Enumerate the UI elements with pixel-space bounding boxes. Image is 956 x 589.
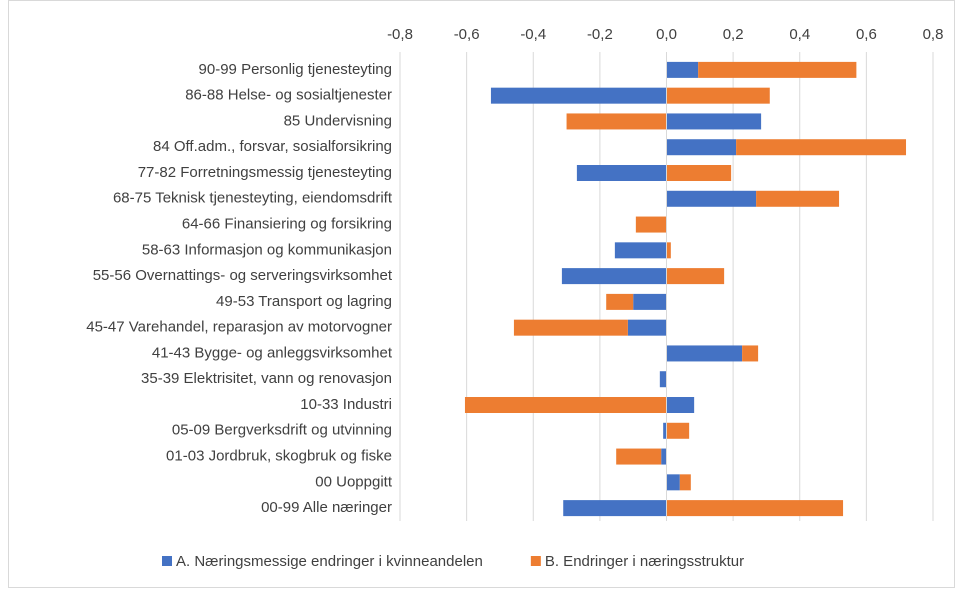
bar <box>606 293 634 310</box>
legend-swatch <box>530 556 541 566</box>
bar <box>666 242 671 259</box>
bar <box>635 216 667 233</box>
bar <box>666 61 699 78</box>
x-tick-label: 0,2 <box>723 26 744 43</box>
legend-swatch <box>162 556 172 566</box>
legend-label: A. Næringsmessige endringer i kvinneande… <box>176 553 483 570</box>
y-tick-label: 00-99 Alle næringer <box>261 499 392 516</box>
bar <box>666 500 844 517</box>
bar <box>736 139 907 156</box>
y-tick-label: 35-39 Elektrisitet, vann og renovasjon <box>141 370 392 387</box>
bar <box>666 113 762 130</box>
bar <box>561 268 667 285</box>
bar <box>666 474 680 491</box>
bar <box>666 165 732 181</box>
bar <box>663 422 667 439</box>
y-tick-label: 90-99 Personlig tjenesteyting <box>199 61 392 78</box>
y-tick-label: 01-03 Jordbruk, skogbruk og fiske <box>166 448 392 465</box>
bar <box>490 87 667 104</box>
bar <box>666 268 725 285</box>
y-tick-label: 86-88 Helse- og sosialtjenester <box>185 87 392 104</box>
bar <box>576 165 667 181</box>
y-tick-label: 41-43 Bygge- og anleggsvirksomhet <box>152 344 393 361</box>
x-tick-label: 0,4 <box>789 26 810 43</box>
y-tick-label: 68-75 Teknisk tjenesteyting, eiendomsdri… <box>113 190 393 207</box>
y-tick-label: 00 Uoppgitt <box>315 473 393 490</box>
bar <box>661 448 667 465</box>
bar <box>563 500 667 517</box>
bar <box>633 293 667 310</box>
x-tick-label: 0,0 <box>656 26 677 43</box>
y-tick-label: 55-56 Overnattings- og serveringsvirksom… <box>93 267 393 284</box>
bar <box>666 87 770 104</box>
y-tick-label: 85 Undervisning <box>284 112 392 129</box>
y-tick-label: 45-47 Varehandel, reparasjon av motorvog… <box>86 319 392 336</box>
bar <box>464 397 667 413</box>
bar <box>742 345 759 362</box>
x-tick-label: 0,6 <box>856 26 877 43</box>
bar <box>698 61 857 78</box>
y-tick-label: 10-33 Industri <box>300 396 392 413</box>
bar <box>627 319 667 336</box>
bar <box>659 371 667 388</box>
y-tick-label: 58-63 Informasjon og kommunikasjon <box>142 241 392 258</box>
y-tick-label: 49-53 Transport og lagring <box>216 293 392 310</box>
x-tick-label: 0,8 <box>923 26 944 43</box>
y-tick-label: 64-66 Finansiering og forsikring <box>182 216 392 233</box>
bar <box>666 190 757 207</box>
y-tick-label: 84 Off.adm., forsvar, sosialforsikring <box>153 138 392 155</box>
bar <box>616 448 662 465</box>
legend-label: B. Endringer i næringsstruktur <box>545 553 744 570</box>
y-tick-label: 05-09 Bergverksdrift og utvinning <box>172 422 392 439</box>
x-tick-label: -0,6 <box>454 26 480 43</box>
x-tick-label: -0,2 <box>587 26 613 43</box>
bar <box>666 139 737 156</box>
bar <box>666 422 690 439</box>
bar <box>513 319 628 336</box>
bar <box>666 345 743 362</box>
bar <box>666 397 695 413</box>
bar <box>756 190 840 207</box>
x-tick-label: -0,8 <box>387 26 413 43</box>
bar <box>566 113 667 130</box>
bar <box>679 474 691 491</box>
bar <box>614 242 667 259</box>
x-tick-label: -0,4 <box>520 26 546 43</box>
y-tick-label: 77-82 Forretningsmessig tjenesteyting <box>138 164 392 181</box>
chart-frame <box>8 0 955 588</box>
